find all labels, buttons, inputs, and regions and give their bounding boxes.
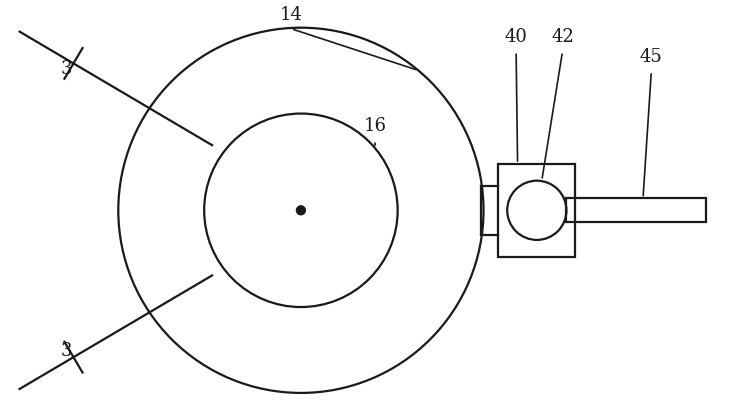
Text: 3: 3 xyxy=(60,60,72,78)
Text: 14: 14 xyxy=(280,6,303,24)
Text: 45: 45 xyxy=(640,48,663,66)
Bar xyxy=(566,199,706,222)
Text: 42: 42 xyxy=(551,28,574,46)
Text: 3: 3 xyxy=(60,342,72,360)
Text: 16: 16 xyxy=(364,117,387,135)
Text: 40: 40 xyxy=(505,28,528,46)
Bar xyxy=(499,164,575,257)
Circle shape xyxy=(297,206,306,215)
